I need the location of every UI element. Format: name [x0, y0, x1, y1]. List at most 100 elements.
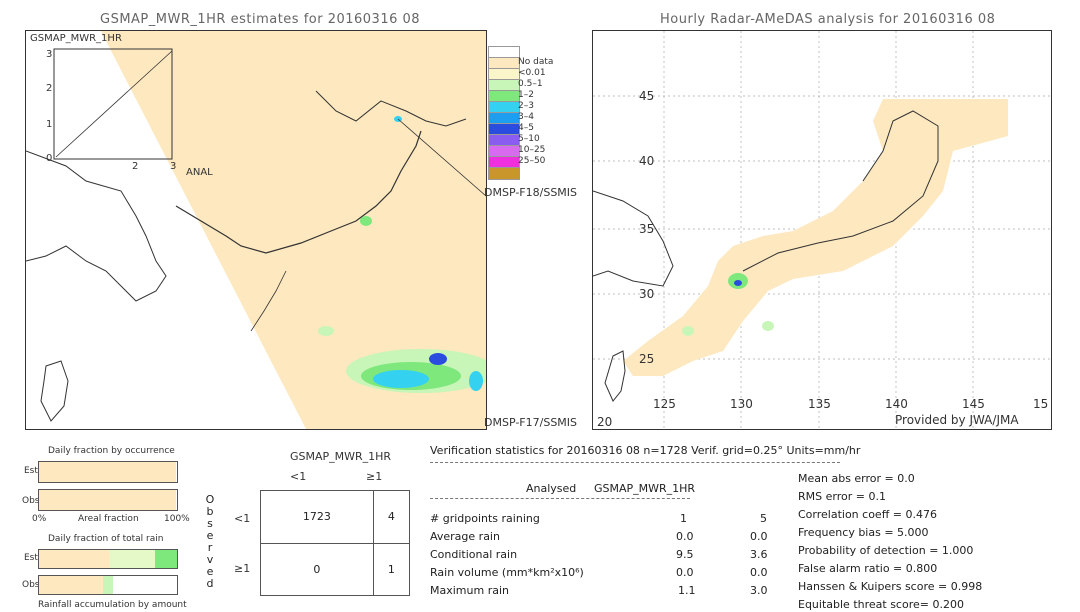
stat-model: 0.0	[750, 566, 768, 579]
coastline-taiwan	[40, 360, 69, 422]
legend-label: 5–10	[518, 134, 540, 144]
inset-diagonal	[55, 50, 173, 158]
total-rain-est-seg	[155, 550, 177, 568]
swath-line	[397, 118, 486, 197]
total-rain-obs-seg	[39, 576, 103, 594]
stat-analysed: 0.0	[676, 566, 694, 579]
provider-credit: Provided by JWA/JMA	[895, 413, 1019, 427]
lat-tick: 30	[639, 287, 655, 301]
total-rain-title: Daily fraction of total rain	[48, 534, 164, 544]
color-legend: No data <0.01 0.5–1 1–2 2–3 3–4 4–5 5–10 10–25 25…	[488, 46, 558, 180]
stat-label: # gridpoints raining	[430, 512, 540, 525]
legend-label: 4–5	[518, 123, 534, 133]
rain-patch	[682, 326, 694, 336]
contingency-table: 1723 4 0 1	[260, 490, 411, 596]
swath-area	[101, 31, 486, 429]
legend-label: <0.01	[518, 68, 546, 78]
inset-box	[53, 48, 173, 160]
swath-label: DMSP-F17/SSMIS	[484, 416, 578, 429]
coastline-japan	[175, 130, 422, 254]
inset-tick-y: 3	[46, 49, 53, 60]
occurrence-obs-bar	[38, 489, 178, 511]
total-rain-est-bar	[38, 549, 178, 569]
legend-label: 1–2	[518, 90, 534, 100]
axis-mid: Areal fraction	[78, 514, 139, 524]
total-rain-obs-label: Obs	[22, 580, 40, 590]
occurrence-obs-label: Obs	[22, 496, 40, 506]
contingency-cell: 1	[372, 542, 411, 596]
occurrence-est-bar	[38, 461, 178, 483]
observed-letter: e	[206, 565, 214, 578]
right-map: 45 40 35 30 25 20 125 130 135 140 145 15…	[592, 30, 1052, 430]
observed-letter: b	[206, 505, 214, 518]
contingency-cell: 4	[372, 490, 411, 544]
score: False alarm ratio = 0.800	[798, 562, 938, 575]
inset-tick-y: 2	[46, 83, 53, 94]
swath-label: DMSP-F18/SSMIS	[484, 186, 578, 199]
score: RMS error = 0.1	[798, 490, 886, 503]
contingency-col-ge: ≥1	[366, 470, 383, 483]
lat-tick: 45	[639, 89, 655, 103]
occurrence-obs-fill	[39, 490, 177, 510]
observed-letter: s	[207, 517, 213, 530]
inset-tick-x: 2	[132, 161, 139, 172]
rain-patch	[469, 371, 483, 391]
lon-tick: 145	[962, 397, 985, 411]
coastline-north	[315, 90, 467, 127]
anal-label: ANAL	[186, 167, 213, 178]
total-rain-est-seg	[109, 550, 155, 568]
stat-analysed: 9.5	[676, 548, 694, 561]
legend-label: 0.5–1	[518, 79, 543, 89]
observed-letter: d	[206, 577, 214, 590]
lon-tick: 140	[885, 397, 908, 411]
axis-left: 0%	[32, 514, 47, 524]
score: Mean abs error = 0.0	[798, 472, 915, 485]
observed-letter: v	[206, 553, 214, 566]
rain-patch	[734, 280, 742, 286]
observed-letter: e	[206, 529, 214, 542]
coastline-japan-right	[742, 110, 939, 272]
stat-model: 0.0	[750, 530, 768, 543]
legend-label: 10–25	[518, 145, 546, 155]
axis-right: 100%	[164, 514, 190, 524]
score: Frequency bias = 5.000	[798, 526, 929, 539]
coastline-korea	[26, 150, 167, 302]
coastline-korea-right	[593, 190, 674, 287]
stat-model: 3.6	[750, 548, 768, 561]
col-analysed: Analysed	[526, 482, 577, 495]
inset-tick-x: 3	[170, 161, 177, 172]
verification-header: Verification statistics for 20160316 08 …	[430, 444, 861, 457]
contingency-col-lt: <1	[290, 470, 307, 483]
lon-tick: 125	[653, 397, 676, 411]
col-model: GSMAP_MWR_1HR	[594, 482, 696, 495]
lat-tick: 35	[639, 222, 655, 236]
stat-analysed: 1.1	[678, 584, 696, 597]
rain-patch	[360, 216, 372, 226]
rain-patch	[373, 370, 429, 388]
legend-label: 25–50	[518, 156, 546, 166]
right-map-title: Hourly Radar-AMeDAS analysis for 2016031…	[660, 12, 996, 27]
left-map-graphic	[26, 31, 486, 429]
rain-patch	[762, 321, 774, 331]
total-rain-est-seg	[39, 550, 109, 568]
radar-coverage	[623, 99, 1008, 376]
rain-patch	[429, 353, 447, 365]
contingency-title: GSMAP_MWR_1HR	[290, 450, 392, 463]
observed-letter: O	[205, 493, 215, 506]
total-rain-obs-seg	[103, 576, 113, 594]
left-map-title: GSMAP_MWR_1HR estimates for 20160316 08	[100, 12, 421, 27]
total-rain-footer: Rainfall accumulation by amount	[38, 600, 187, 610]
coastline-taiwan-right	[604, 350, 626, 402]
dashed-divider	[430, 462, 840, 463]
inset-tick-y: 0	[46, 153, 53, 164]
lon-tick: 130	[730, 397, 753, 411]
contingency-cell: 0	[260, 542, 374, 596]
occurrence-title: Daily fraction by occurrence	[48, 446, 175, 456]
coastline-islands	[250, 270, 287, 332]
contingency-row-ge: ≥1	[234, 562, 251, 575]
score: Hanssen & Kuipers score = 0.998	[798, 580, 983, 593]
lon-tick: 135	[808, 397, 831, 411]
contingency-row-lt: <1	[234, 512, 251, 525]
stat-label: Maximum rain	[430, 584, 509, 597]
stat-label: Rain volume (mm*km²x10⁶)	[430, 566, 584, 579]
